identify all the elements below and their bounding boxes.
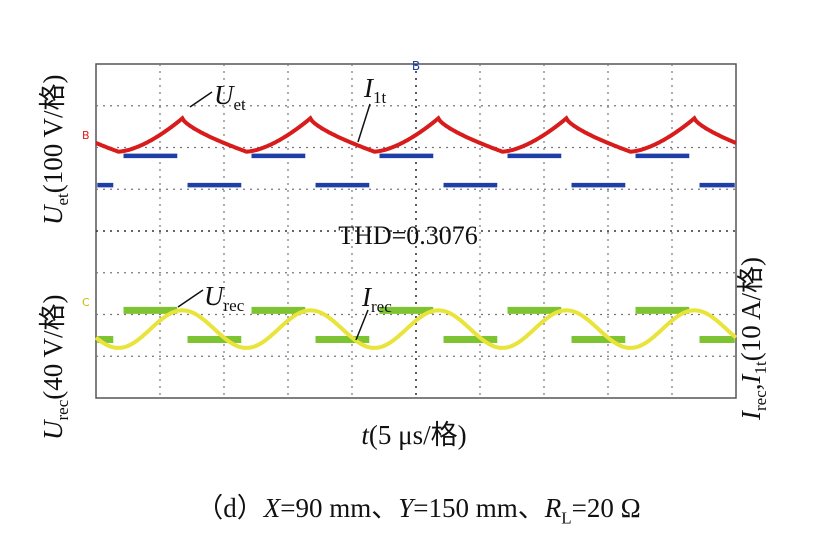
traces (94, 115, 738, 350)
leader-i1t (357, 103, 371, 143)
trace-irec (94, 308, 738, 350)
marks: B B C (82, 59, 420, 309)
channel-marker-2: C (82, 296, 90, 309)
trigger-marker: B (412, 59, 420, 73)
grid (95, 63, 737, 399)
ylabel-right: Irec,I1t(10 A/格) (736, 257, 770, 421)
leader-uet (189, 91, 213, 108)
oscilloscope-figure: B B C THD=0.3076 Uet I1t Urec Irec Uet(100… (38, 59, 770, 450)
ylabel-left-top: Uet(100 V/格) (38, 74, 72, 225)
label-irec: Irec (361, 282, 392, 316)
channel-marker-1: B (82, 129, 90, 142)
thd-annotation: THD=0.3076 (338, 221, 478, 250)
label-uet: Uet (214, 80, 246, 114)
ylabel-left-bottom: Urec(40 V/格) (38, 294, 72, 440)
trace-i1t (95, 115, 737, 154)
label-i1t: I1t (363, 73, 387, 107)
leader-irec (355, 309, 369, 341)
label-urec: Urec (204, 281, 245, 315)
xlabel: t(5 μs/格) (361, 420, 466, 450)
leader-urec (177, 289, 204, 308)
figure-caption: （d）X=90 mm、Y=150 mm、RL=20 Ω (196, 493, 641, 528)
